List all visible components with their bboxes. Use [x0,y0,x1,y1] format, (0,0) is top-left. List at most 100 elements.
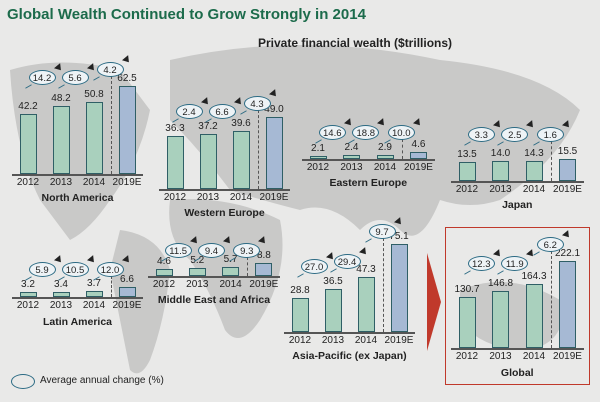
growth-bubble: 10.5 [57,255,97,281]
bar [492,161,509,181]
data-label: 8.8 [256,249,271,261]
projection-divider [110,76,112,174]
growth-value: 12.3 [472,259,491,270]
growth-bubble: 9.3 [229,236,269,262]
data-label: 4.6 [157,256,171,268]
x-tick-label: 2013 [340,162,363,173]
projection-divider [382,238,384,332]
baseline [12,297,143,299]
x-tick-label: 2012 [455,351,479,362]
bar [85,102,103,174]
x-tick-label: 2019E [259,192,289,203]
growth-bubble: 1.6 [532,120,572,146]
bar [291,298,309,332]
data-label: 14.0 [490,148,511,160]
x-tick-label: 2013 [49,177,73,188]
growth-value: 14.6 [323,128,342,139]
red-arrow-icon [427,253,441,351]
data-label: 42.2 [18,101,38,113]
baseline [148,276,280,278]
bar [85,291,103,297]
bar [309,155,327,159]
growth-value: 11.9 [505,259,524,270]
x-tick-label: 2019E [553,184,582,195]
data-label: 15.5 [557,145,578,157]
bar [324,289,342,332]
panel-name: Global [500,367,534,379]
x-tick-label: 2014 [82,300,106,311]
data-label: 14.3 [524,147,544,159]
bar [343,155,360,159]
x-tick-label: 2019E [553,351,582,362]
data-label: 2.4 [344,142,359,154]
growth-value: 14.2 [32,73,52,84]
bar [390,244,408,332]
x-tick-label: 2019E [112,300,142,311]
bar [458,161,476,181]
bar [492,290,509,348]
growth-value: 9.7 [375,227,389,238]
legend-oval-icon [11,374,35,389]
x-tick-label: 2014 [229,192,253,203]
panel-name: Asia-Pacific (ex Japan) [292,350,407,362]
growth-bubble: 12.3 [463,249,503,275]
projection-divider [550,251,552,348]
bar [52,106,70,174]
growth-bubble: 18.8 [348,118,388,144]
bar [559,158,576,181]
data-label: 36.3 [165,122,185,134]
growth-value: 9.3 [240,246,254,257]
data-label: 13.5 [457,148,477,160]
growth-value: 6.2 [543,240,557,251]
x-tick-label: 2013 [186,279,209,290]
bar [376,154,394,159]
bar [525,283,543,348]
bar [255,262,273,276]
x-tick-label: 2014 [373,162,397,173]
projection-divider [257,110,259,189]
panel-name: North America [41,192,114,204]
data-label: 3.2 [21,279,35,291]
x-tick-label: 2013 [489,351,512,362]
panel-name: Japan [502,199,533,211]
bar [52,291,70,297]
bar [458,297,476,348]
data-label: 130.7 [454,284,480,296]
data-label: 222.1 [554,248,581,260]
growth-value: 2.5 [508,130,522,141]
baseline [12,174,143,176]
growth-value: 5.9 [35,265,49,276]
x-tick-label: 2013 [489,184,512,195]
growth-bubble: 3.3 [463,120,503,146]
growth-value: 12.0 [100,265,120,276]
global-highlight-box [445,227,590,385]
growth-value: 1.6 [543,130,557,141]
x-tick-label: 2012 [16,177,40,188]
projection-divider [247,257,249,276]
growth-bubble: 11.5 [160,236,200,262]
x-tick-label: 2012 [288,335,312,346]
data-label: 75.1 [389,231,409,243]
data-label: 6.6 [120,274,134,286]
bar [199,134,217,189]
data-label: 36.5 [323,276,343,288]
growth-value: 2.4 [182,107,196,118]
growth-bubble: 29.4 [329,247,369,273]
growth-value: 9.4 [204,246,219,257]
growth-value: 4.2 [103,65,117,76]
data-label: 47.3 [356,263,376,275]
bar [559,261,576,348]
growth-bubble: 10.0 [383,118,423,144]
growth-bubble: 2.5 [497,120,537,146]
bar [155,269,173,276]
x-tick-label: 2012 [455,184,479,195]
x-tick-label: 2014 [219,279,242,290]
bar [410,152,427,159]
growth-bubble: 14.2 [24,63,64,89]
growth-bubble: 9.7 [364,217,404,243]
projection-divider [401,139,403,159]
data-label: 37.2 [198,121,218,133]
x-tick-label: 2014 [522,184,546,195]
x-tick-label: 2014 [522,351,546,362]
growth-bubble: 27.0 [296,252,336,278]
